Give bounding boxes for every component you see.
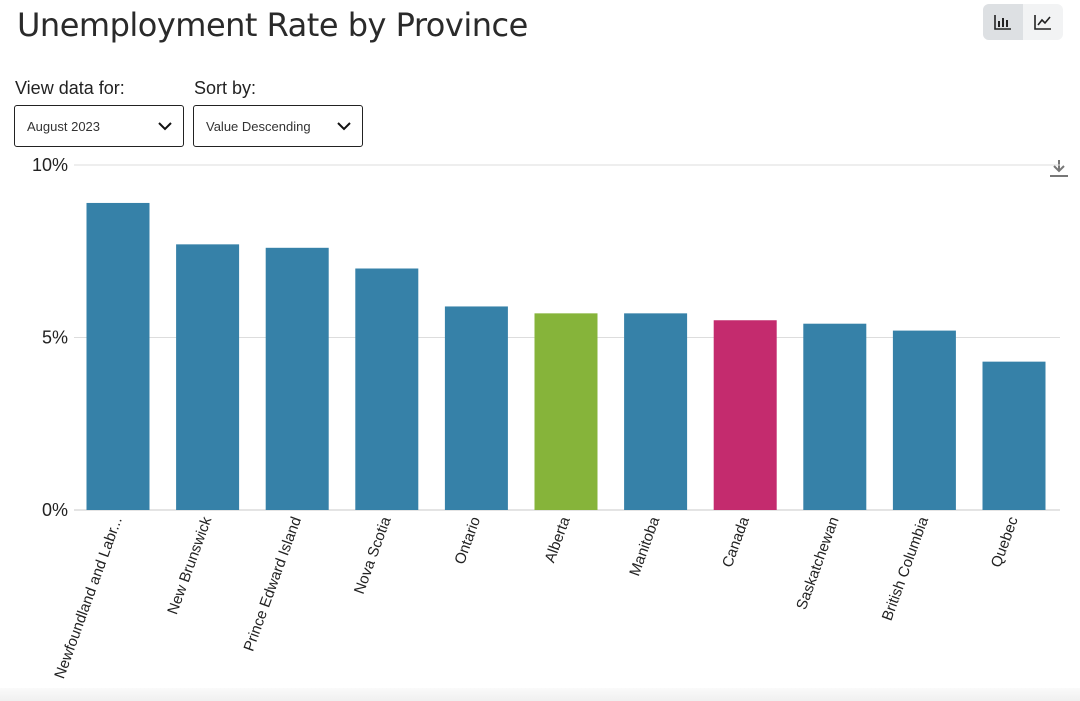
bar-canada[interactable] — [713, 320, 777, 510]
view-data-select[interactable]: August 2023 — [14, 105, 184, 147]
page-title: Unemployment Rate by Province — [17, 6, 528, 44]
bar-saskatchewan[interactable] — [803, 323, 867, 510]
line-chart-view-button[interactable] — [1023, 4, 1063, 40]
bar-chart-icon — [994, 15, 1011, 30]
x-tick-label: Newfoundland and Labr... — [51, 515, 125, 681]
bar-british-columbia[interactable] — [892, 330, 956, 510]
bar-newfoundland-and-labr[interactable] — [86, 202, 150, 510]
bar-alberta[interactable] — [534, 313, 598, 510]
x-tick-label: Ontario — [451, 515, 484, 567]
y-tick-label: 5% — [42, 328, 68, 348]
x-tick-label: Nova Scotia — [351, 514, 395, 596]
x-tick-label: Quebec — [988, 514, 1022, 570]
x-tick-label: Alberta — [542, 514, 574, 565]
sort-by-value: Value Descending — [206, 118, 311, 134]
sort-by-select[interactable]: Value Descending — [193, 105, 363, 147]
chevron-down-icon — [337, 122, 351, 131]
x-tick-label: Manitoba — [626, 514, 663, 578]
bar-chart-view-button[interactable] — [983, 4, 1023, 40]
x-tick-label: Prince Edward Island — [241, 515, 305, 654]
bar-manitoba[interactable] — [624, 313, 688, 510]
x-tick-label: Canada — [719, 514, 753, 570]
y-tick-label: 0% — [42, 500, 68, 520]
bar-quebec[interactable] — [982, 361, 1046, 510]
bar-ontario[interactable] — [444, 306, 508, 510]
sort-by-label: Sort by: — [194, 78, 257, 98]
bar-prince-edward-island[interactable] — [265, 247, 329, 511]
line-chart-icon — [1034, 15, 1051, 30]
x-tick-label: British Columbia — [879, 514, 933, 623]
bar-nova-scotia[interactable] — [355, 268, 419, 511]
x-tick-label: New Brunswick — [164, 514, 215, 617]
chart-view-toggle — [983, 4, 1063, 40]
bar-new-brunswick[interactable] — [176, 244, 240, 510]
chevron-down-icon — [158, 122, 172, 131]
x-tick-label: Saskatchewan — [793, 515, 842, 612]
view-data-label: View data for: — [15, 78, 125, 98]
footer-divider — [0, 688, 1080, 701]
y-tick-label: 10% — [32, 155, 68, 175]
view-data-value: August 2023 — [27, 118, 101, 134]
